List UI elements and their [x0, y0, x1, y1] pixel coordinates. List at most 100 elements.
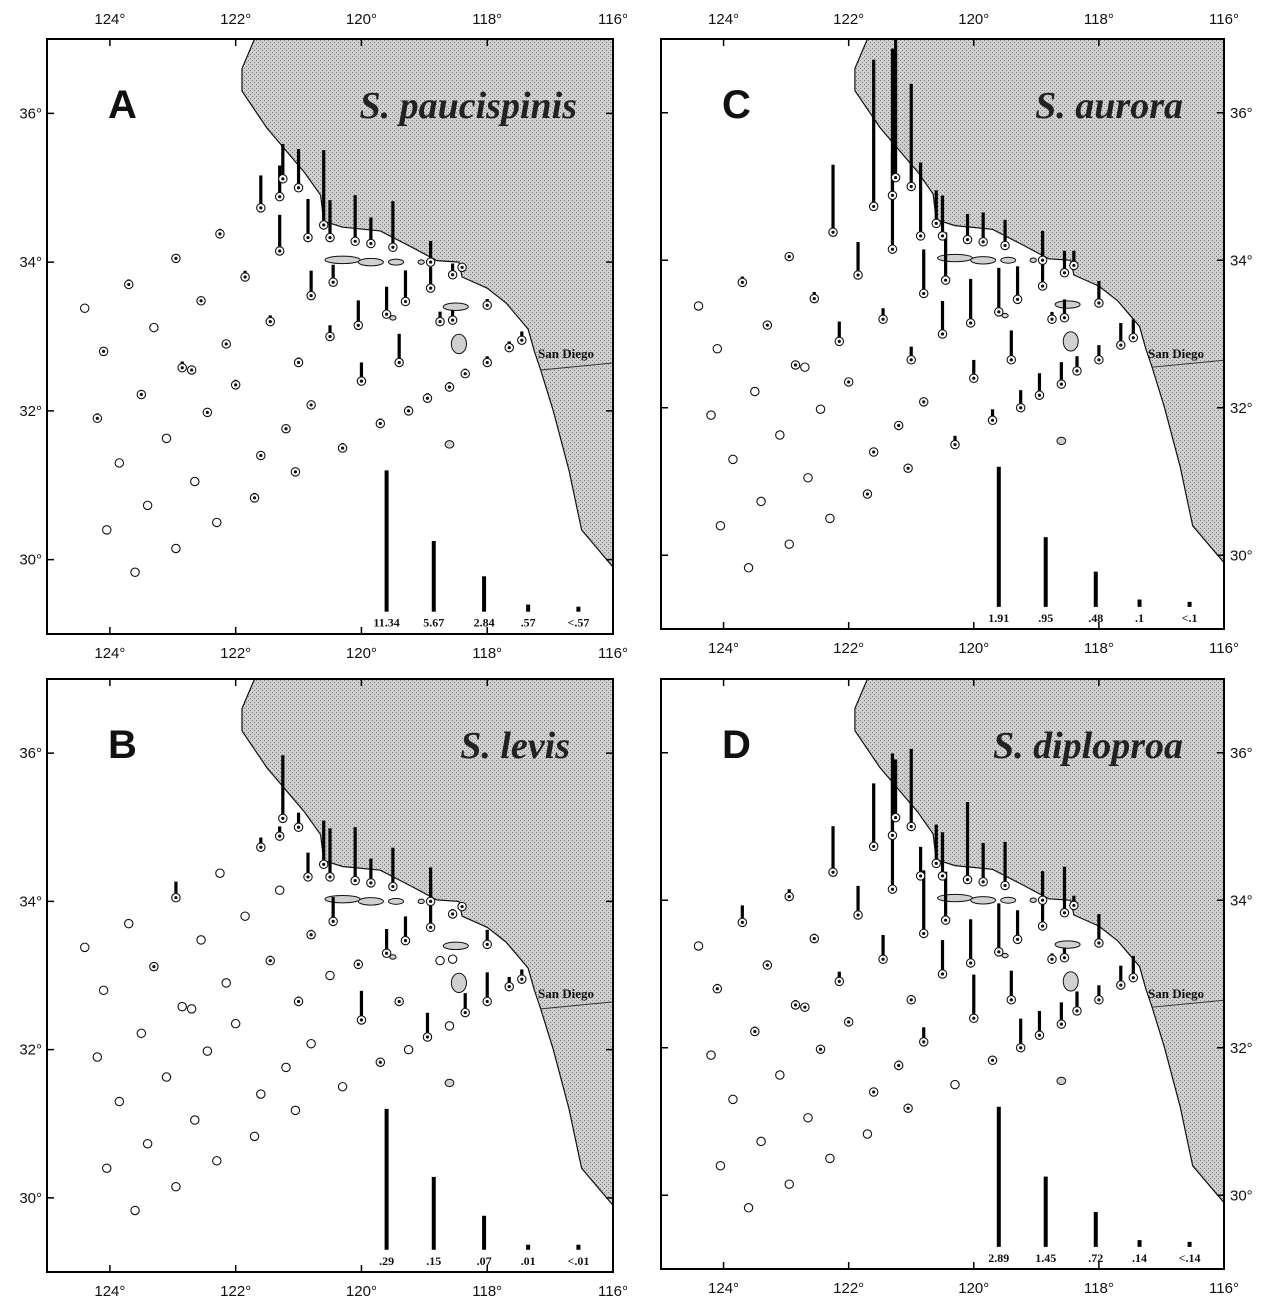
- place-label-san-diego: San Diego: [538, 346, 594, 361]
- station: [862, 489, 873, 499]
- station-center: [922, 931, 926, 936]
- station-layer: [79, 143, 527, 578]
- station-marker: [215, 868, 225, 878]
- station: [809, 933, 820, 944]
- legend-label: .01: [521, 1254, 536, 1268]
- legend-label: <.01: [567, 1254, 589, 1268]
- station-center: [259, 845, 263, 849]
- station-marker: [825, 513, 835, 524]
- station-marker: [101, 1163, 112, 1173]
- station: [447, 954, 458, 964]
- station-marker: [784, 539, 794, 549]
- lon-label: 122°: [833, 640, 864, 657]
- station: [978, 212, 988, 247]
- station: [186, 365, 197, 375]
- station: [915, 162, 926, 241]
- legend-bars: [384, 1108, 581, 1250]
- station-center: [1003, 243, 1007, 248]
- station: [136, 1028, 147, 1039]
- station: [482, 356, 492, 368]
- lon-label: 120°: [346, 645, 377, 662]
- abundance-bar: [359, 362, 364, 382]
- abundance-bar: [893, 759, 898, 818]
- station-center: [1097, 998, 1101, 1002]
- station: [853, 241, 863, 280]
- station-center: [969, 961, 973, 965]
- station: [447, 909, 458, 919]
- island: [442, 302, 469, 311]
- station-center: [425, 396, 430, 400]
- station-center: [385, 951, 389, 955]
- abundance-bar: [837, 971, 841, 982]
- station: [240, 911, 250, 921]
- abundance-bar: [353, 195, 357, 242]
- station-center: [281, 177, 285, 181]
- abundance-bar: [922, 1027, 926, 1042]
- abundance-bar: [322, 820, 326, 865]
- station-center: [765, 963, 769, 967]
- station: [328, 264, 338, 287]
- lon-label: 124°: [708, 11, 739, 28]
- station-center: [296, 999, 301, 1004]
- station: [265, 315, 276, 327]
- lon-label: 118°: [1084, 1280, 1114, 1297]
- station: [1059, 866, 1070, 918]
- station: [422, 393, 433, 403]
- abundance-bar: [1075, 356, 1079, 371]
- station-center: [485, 303, 489, 307]
- station-center: [460, 265, 464, 269]
- station-marker: [815, 404, 826, 414]
- lon-label: 122°: [220, 1283, 251, 1300]
- lat-label: 34°: [1230, 892, 1253, 909]
- legend-label: 5.67: [423, 616, 444, 630]
- legend-label: .07: [477, 1254, 492, 1268]
- station: [743, 1203, 754, 1213]
- station-marker: [186, 1004, 197, 1014]
- station-marker: [114, 1096, 125, 1107]
- top-lon-labels: 124° 122° 120° 118° 116°: [708, 11, 1239, 28]
- abundance-bar: [972, 974, 976, 1019]
- legend-label: <.57: [567, 616, 589, 630]
- station-marker: [230, 1018, 241, 1029]
- station-center: [922, 1040, 926, 1044]
- abundance-bar: [990, 409, 995, 421]
- station-center: [391, 884, 395, 889]
- abundance-bar: [944, 232, 948, 281]
- station-center: [1062, 911, 1067, 915]
- lat-label: 36°: [19, 745, 42, 762]
- station: [171, 543, 181, 554]
- lon-label: 124°: [94, 645, 125, 662]
- station-center: [1119, 983, 1123, 987]
- station-center: [1040, 284, 1045, 288]
- station: [240, 270, 250, 282]
- station-center: [429, 925, 433, 929]
- abundance-bar: [306, 198, 310, 238]
- station: [177, 361, 187, 373]
- station: [790, 360, 801, 370]
- station: [918, 249, 929, 299]
- lon-label: 120°: [958, 11, 989, 28]
- abundance-bar: [1097, 345, 1101, 360]
- station-center: [893, 176, 898, 180]
- station: [1116, 323, 1126, 350]
- station: [230, 1018, 241, 1029]
- station: [784, 539, 794, 549]
- lon-label: 118°: [472, 11, 502, 28]
- station-center: [944, 278, 948, 282]
- legend-bar: [1137, 1240, 1142, 1247]
- station-center: [451, 912, 455, 916]
- station: [215, 868, 225, 878]
- station: [931, 824, 941, 869]
- station-marker: [715, 1161, 726, 1171]
- station: [800, 362, 810, 372]
- station: [775, 430, 785, 440]
- legend-bar: [1137, 599, 1142, 607]
- island: [970, 896, 997, 905]
- station-marker: [130, 567, 140, 578]
- station: [803, 473, 813, 483]
- abundance-bar: [1009, 970, 1013, 1000]
- border-line: [540, 1001, 613, 1010]
- abundance-bar: [919, 846, 923, 876]
- station: [893, 420, 904, 431]
